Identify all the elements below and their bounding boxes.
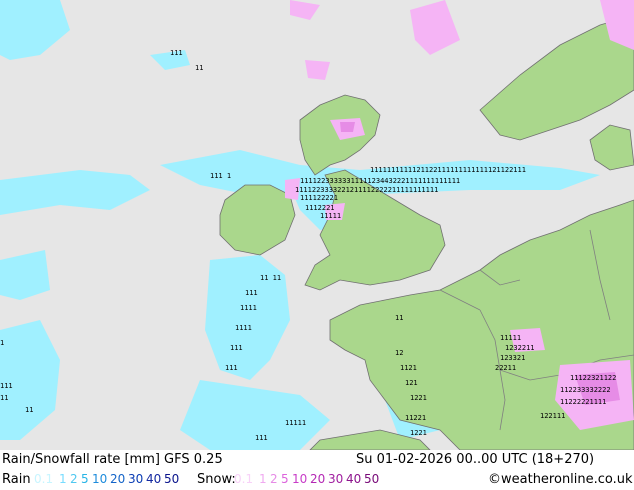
border-netherlands bbox=[479, 269, 521, 286]
marker-row: 111 bbox=[255, 434, 268, 442]
rain-area-west-ireland bbox=[0, 170, 150, 215]
snow-area-norway bbox=[600, 0, 634, 50]
marker-row: 11221 bbox=[405, 414, 426, 422]
marker-row: 111 bbox=[170, 49, 183, 57]
marker-row: 11111 bbox=[285, 419, 306, 427]
marker-row: 11122321122 bbox=[570, 374, 616, 382]
marker-row: 111122221 bbox=[300, 194, 338, 202]
marker-row: 1111 bbox=[240, 304, 257, 312]
rain-area-west-scatter bbox=[0, 250, 50, 300]
rain-area-atlantic-south bbox=[0, 320, 60, 440]
marker-row: 1112221 bbox=[305, 204, 335, 212]
digit-markers: 111 11 111 1 111111111112112211111111111… bbox=[0, 49, 616, 442]
snow-legend-item: 2 bbox=[270, 472, 278, 486]
marker-row: 112233332222 bbox=[560, 386, 611, 394]
landmass-norway bbox=[479, 14, 634, 141]
marker-row: 1221 bbox=[410, 429, 427, 437]
marker-row: 11 bbox=[0, 394, 8, 402]
marker-row: 11111 bbox=[500, 334, 521, 342]
marker-row: 11112233333311111234432221111111111111 bbox=[300, 177, 460, 185]
marker-row: 1111111111121122111111111111121122111 bbox=[370, 166, 526, 174]
border-france-belgium bbox=[439, 289, 481, 311]
rain-area-north-channel bbox=[150, 50, 190, 70]
marker-row: 111 bbox=[0, 382, 13, 390]
marker-row: 111 bbox=[245, 289, 258, 297]
credit-text: ©weatheronline.co.uk bbox=[488, 472, 633, 487]
landmass-iberia-edge bbox=[309, 429, 431, 450]
marker-row: 11 11 bbox=[260, 274, 281, 282]
snow-legend-item: 10 bbox=[292, 472, 308, 486]
marker-row: 11 bbox=[195, 64, 203, 72]
rain-legend-item: 5 bbox=[81, 472, 89, 486]
snow-legend-item: 30 bbox=[328, 472, 344, 486]
map-canvas: 111 11 111 1 111111111112112211111111111… bbox=[0, 0, 634, 450]
marker-row: 12 bbox=[395, 349, 403, 357]
snow-area-top bbox=[290, 0, 320, 20]
rain-area-iberia-coast bbox=[180, 380, 330, 450]
snow-area-scotland-core bbox=[340, 122, 355, 132]
map-footer: Rain/Snowfall rate [mm] GFS 0.25 Su 01-0… bbox=[0, 450, 634, 490]
snow-area-north-sea bbox=[410, 0, 460, 55]
marker-row: 11 bbox=[25, 406, 33, 414]
snow-area-wales bbox=[325, 203, 345, 220]
rain-legend-item: 40 bbox=[146, 472, 162, 486]
footer-title-row: Rain/Snowfall rate [mm] GFS 0.25 Su 01-0… bbox=[0, 450, 634, 470]
landmass-ireland bbox=[219, 184, 296, 256]
landmass-england-wales bbox=[304, 169, 446, 291]
border-germany-poland bbox=[589, 229, 611, 321]
footer-legend-row: Rain 0.1 1 2 5 10 20 30 40 50 Snow: 0.1 1 2 5 10 20 30… bbox=[0, 470, 634, 490]
rain-legend-item: 10 bbox=[92, 472, 108, 486]
rain-legend-label: Rain bbox=[2, 472, 31, 487]
border-france-germany bbox=[479, 309, 501, 371]
marker-row: 1 bbox=[0, 339, 4, 347]
marker-row: 1232211 bbox=[505, 344, 535, 352]
rain-legend-item: 30 bbox=[128, 472, 144, 486]
marker-row: 123321 bbox=[500, 354, 525, 362]
rain-legend-item: 20 bbox=[110, 472, 126, 486]
rain-legend-item: 0.1 bbox=[34, 472, 54, 486]
marker-row: 1121 bbox=[400, 364, 417, 372]
snow-legend-item: 5 bbox=[281, 472, 289, 486]
snow-legend-item: 40 bbox=[346, 472, 362, 486]
snow-area-alps-core bbox=[575, 372, 620, 405]
map-datetime: Su 01-02-2026 00..00 UTC (18+270) bbox=[356, 452, 595, 467]
marker-row: 22211 bbox=[495, 364, 516, 372]
marker-row: 1221 bbox=[410, 394, 427, 402]
snow-area-alps-west bbox=[510, 328, 545, 352]
snow-area-irish-sea bbox=[285, 178, 300, 200]
map-title: Rain/Snowfall rate [mm] GFS 0.25 bbox=[2, 452, 223, 467]
rain-legend-item: 2 bbox=[70, 472, 78, 486]
snow-legend-item: 50 bbox=[364, 472, 380, 486]
rain-area-atlantic-north bbox=[0, 0, 70, 60]
snow-legend-label: Snow: bbox=[197, 472, 236, 487]
marker-row: 111 1 bbox=[210, 172, 231, 180]
marker-row: 121 bbox=[405, 379, 418, 387]
rain-area-biscay bbox=[205, 255, 290, 380]
rain-legend-item: 50 bbox=[164, 472, 180, 486]
marker-row: 11111 bbox=[320, 212, 341, 220]
marker-row: 11222221111 bbox=[560, 398, 606, 406]
marker-row: 111 bbox=[225, 364, 238, 372]
border-france-switzerland bbox=[499, 369, 561, 381]
snow-legend-item: 0.1 bbox=[234, 472, 254, 486]
landmass-denmark bbox=[589, 124, 634, 171]
marker-row: 1111 bbox=[235, 324, 252, 332]
rain-legend-item: 1 bbox=[59, 472, 67, 486]
snow-area-north-scatter bbox=[305, 60, 330, 80]
snow-areas-strong bbox=[340, 122, 620, 405]
precipitation-map: 111 11 111 1 111111111112112211111111111… bbox=[0, 0, 634, 450]
snow-legend-item: 1 bbox=[259, 472, 267, 486]
marker-row: 11 bbox=[395, 314, 403, 322]
marker-row: 1111223333221211112222211111111111 bbox=[295, 186, 438, 194]
marker-row: 122111 bbox=[540, 412, 565, 420]
border-france-italy bbox=[499, 369, 506, 431]
marker-row: 111 bbox=[230, 344, 243, 352]
snow-legend-item: 20 bbox=[310, 472, 326, 486]
